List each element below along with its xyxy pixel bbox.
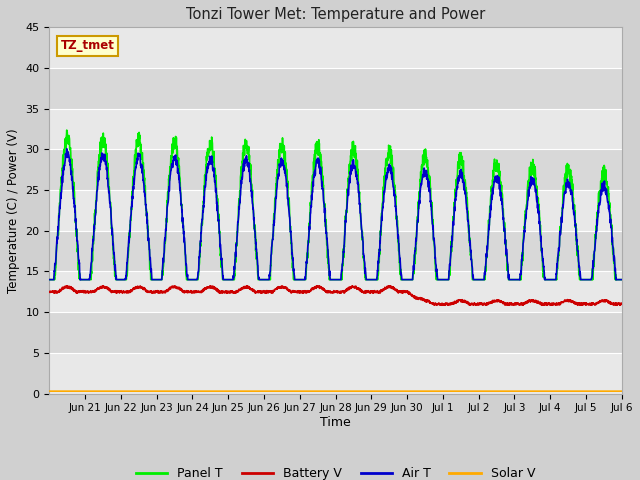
Legend: Panel T, Battery V, Air T, Solar V: Panel T, Battery V, Air T, Solar V xyxy=(131,462,540,480)
Bar xyxy=(49,353,622,394)
Bar xyxy=(49,272,622,312)
Text: TZ_tmet: TZ_tmet xyxy=(61,39,115,52)
Y-axis label: Temperature (C) / Power (V): Temperature (C) / Power (V) xyxy=(7,128,20,293)
Bar xyxy=(49,231,622,272)
Title: Tonzi Tower Met: Temperature and Power: Tonzi Tower Met: Temperature and Power xyxy=(186,7,485,22)
Bar xyxy=(49,68,622,108)
X-axis label: Time: Time xyxy=(320,416,351,429)
Bar xyxy=(49,149,622,190)
Bar xyxy=(49,190,622,231)
Bar xyxy=(49,312,622,353)
Bar xyxy=(49,108,622,149)
Bar xyxy=(49,27,622,68)
